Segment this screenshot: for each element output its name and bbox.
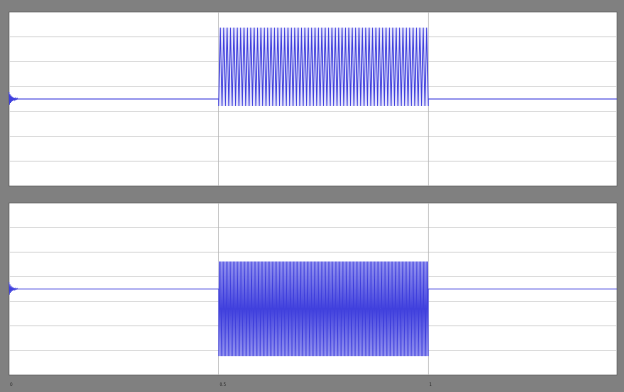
x-tick-label: 1 (429, 382, 432, 387)
signal-line (8, 261, 617, 357)
signal-line (8, 27, 617, 106)
x-tick-label: 0.5 (220, 382, 227, 387)
x-tick-label: 0 (10, 382, 13, 387)
